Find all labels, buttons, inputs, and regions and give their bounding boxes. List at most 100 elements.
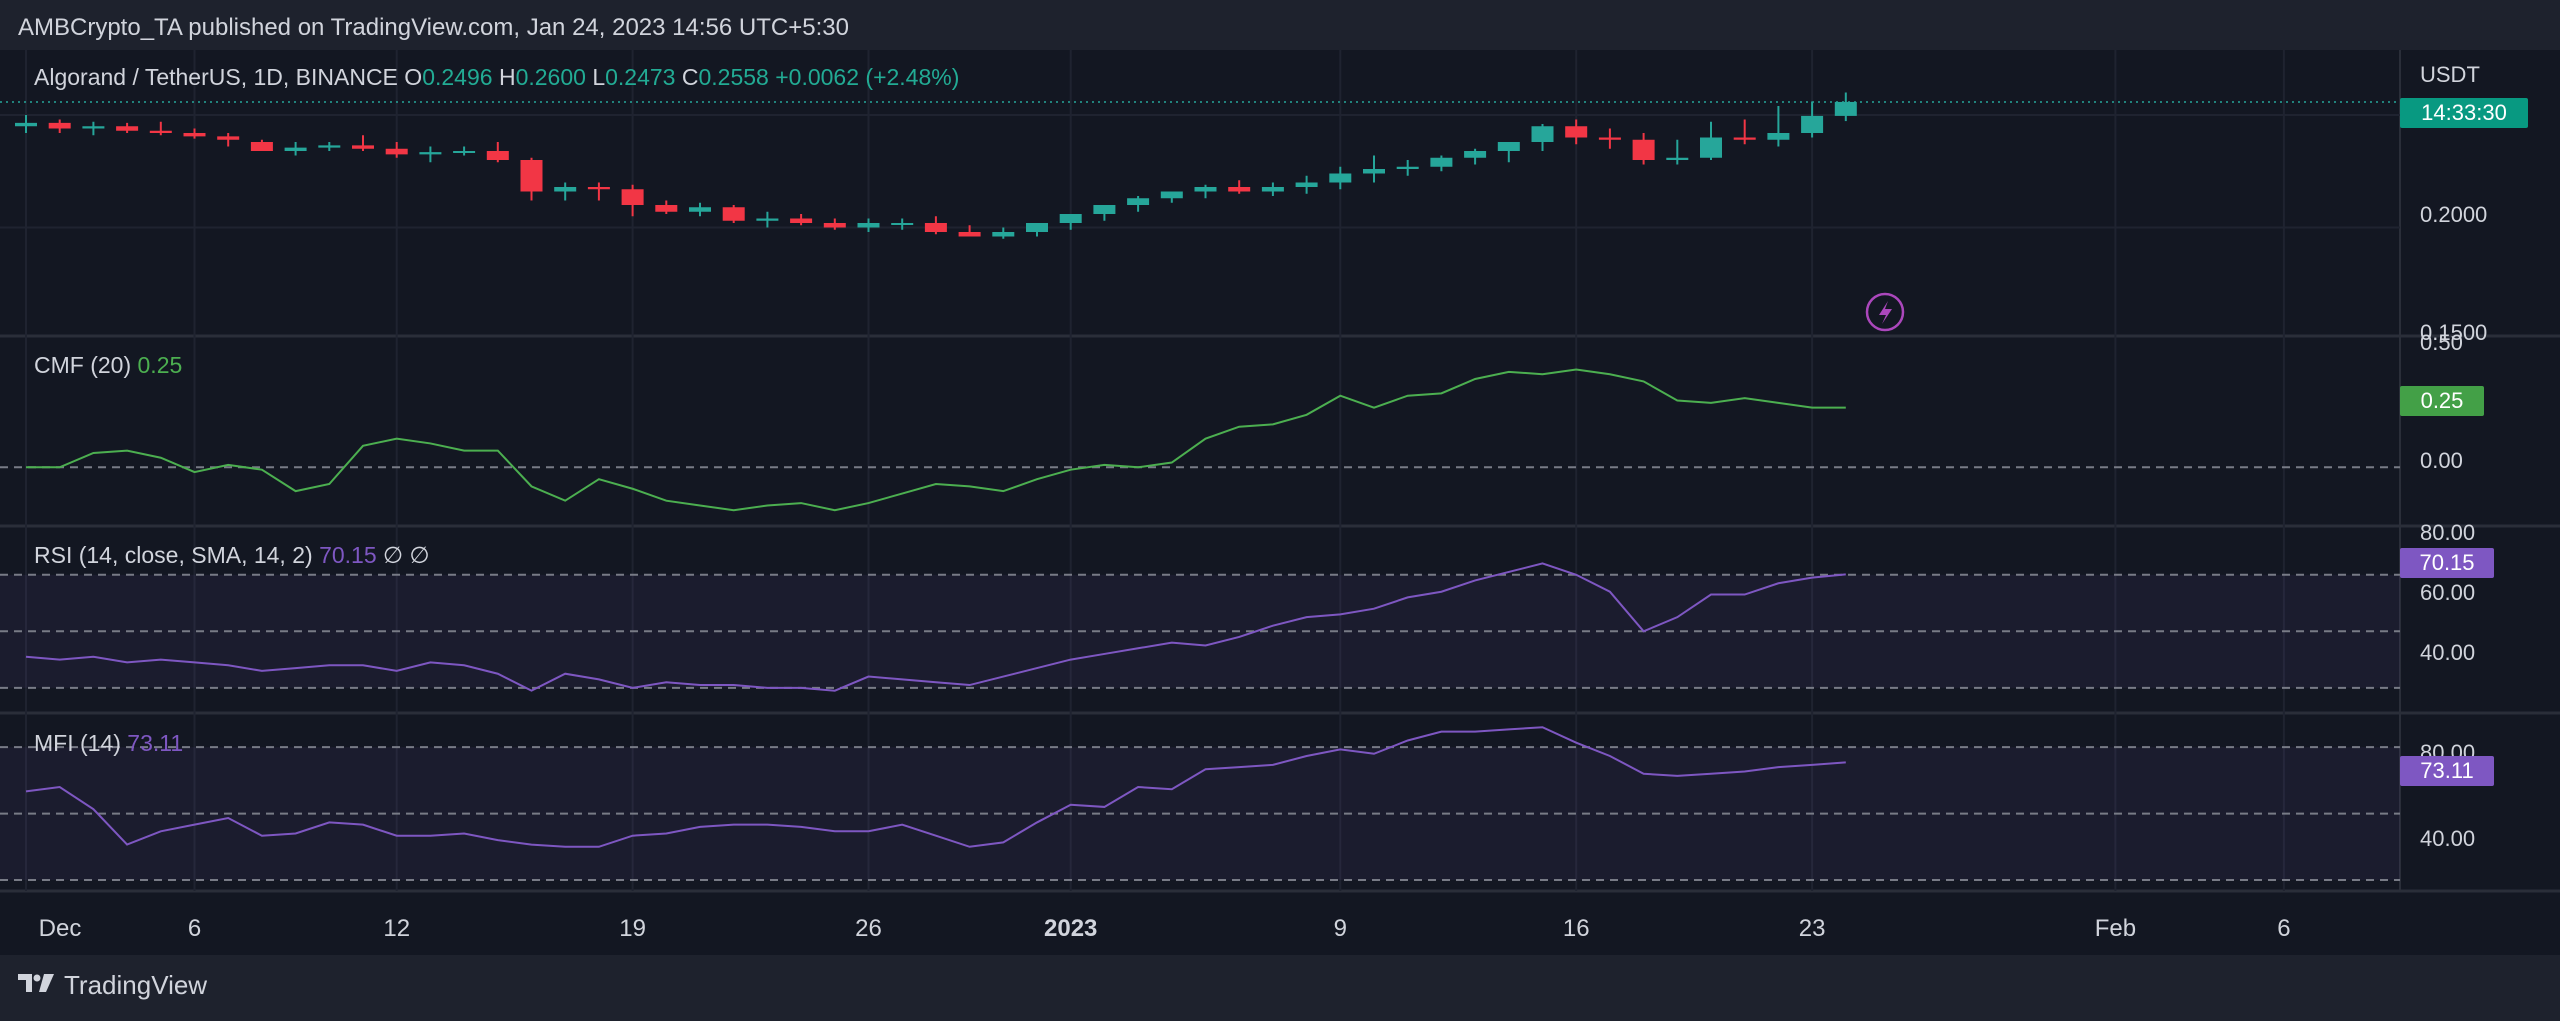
candle-body-30 <box>1026 223 1048 232</box>
xaxis-label-0: Dec <box>39 915 82 942</box>
countdown-badge: 14:33:30 <box>2400 98 2528 128</box>
candle-body-25 <box>857 223 880 228</box>
xaxis-label-7: 16 <box>1563 915 1590 942</box>
candle-body-24 <box>823 223 846 228</box>
candle-body-50 <box>1700 137 1722 158</box>
candle-body-42 <box>1430 157 1453 167</box>
candle-body-45 <box>1531 126 1554 142</box>
mfi-band <box>0 747 2400 880</box>
rsi-value: 70.15 <box>319 542 377 568</box>
low-value: 0.2473 <box>605 64 676 90</box>
candle-body-12 <box>419 152 442 155</box>
candle-body-10 <box>352 145 374 149</box>
mfi-line <box>25 726 1846 848</box>
rsi-line <box>25 562 1846 692</box>
published-caption: AMBCrypto_TA published on TradingView.co… <box>18 14 849 41</box>
xaxis-label-1: 6 <box>188 915 201 942</box>
footer-brand-text: TradingView <box>64 970 208 1000</box>
candle-body-47 <box>1598 137 1621 140</box>
rsi-extra: ∅ ∅ <box>383 542 430 568</box>
chart-area[interactable]: Dec 6 12 19 26 2023 9 16 23 Feb 6 Algorand / Tethe… <box>0 50 2560 955</box>
candle-body-34 <box>1160 191 1183 199</box>
candle-body-4 <box>149 130 172 133</box>
candle-body-5 <box>183 133 206 137</box>
candle-body-1 <box>48 122 71 129</box>
candle-body-0 <box>15 122 37 127</box>
change-value: +0.0062 (+2.48%) <box>775 64 960 90</box>
xaxis-label-9: Feb <box>2095 915 2136 942</box>
candle-body-2 <box>82 126 105 129</box>
candle-body-21 <box>722 207 745 221</box>
candle-body-49 <box>1666 157 1689 160</box>
candle-body-33 <box>1127 198 1150 205</box>
candle-body-14 <box>486 151 509 160</box>
candle-body-48 <box>1632 139 1655 160</box>
candle-body-9 <box>318 145 341 148</box>
candle-body-52 <box>1767 133 1790 140</box>
symbol-title: Algorand / TetherUS, 1D, BINANCE <box>34 64 398 90</box>
ytick-cmf-1: 0.00 <box>2420 448 2463 473</box>
xaxis-label-4: 26 <box>855 915 882 942</box>
main-legend: Algorand / TetherUS, 1D, BINANCE O0.2496… <box>34 64 959 91</box>
low-label: L <box>592 64 606 90</box>
ytick-main-1: 0.1500 <box>2420 320 2488 345</box>
rsi-legend: RSI (14, close, SMA, 14, 2) 70.15 ∅ ∅ <box>34 542 429 569</box>
open-value: 0.2496 <box>422 64 493 90</box>
ytick-rsi-1: 60.00 <box>2420 580 2476 605</box>
xaxis-label-6: 9 <box>1334 915 1347 942</box>
candle-body-32 <box>1093 205 1116 214</box>
cmf-value: 0.25 <box>137 352 183 378</box>
rsi-band <box>0 574 2400 688</box>
lightning-icon <box>1879 301 1892 324</box>
candle-body-15 <box>520 160 543 192</box>
candle-body-16 <box>554 187 577 192</box>
mfi-badge: 73.11 <box>2400 756 2494 786</box>
candle-body-6 <box>217 136 240 140</box>
candle-body-3 <box>116 126 139 131</box>
candle-body-28 <box>958 232 981 237</box>
candle-body-22 <box>756 218 779 221</box>
candle-body-27 <box>924 223 947 232</box>
candle-body-54 <box>1834 101 1857 116</box>
ytick-cmf-0: 0.50 <box>2420 330 2463 355</box>
candle-body-18 <box>621 189 644 205</box>
xaxis-label-3: 19 <box>619 915 646 942</box>
candle-body-31 <box>1059 214 1082 223</box>
candle-body-23 <box>790 218 813 223</box>
candle-body-37 <box>1261 187 1284 192</box>
cmf-badge: 0.25 <box>2400 386 2484 416</box>
xaxis-label-10: 6 <box>2277 915 2290 942</box>
candle-body-53 <box>1801 115 1824 133</box>
candle-body-44 <box>1497 142 1520 151</box>
candle-body-20 <box>689 207 711 212</box>
candle-body-51 <box>1733 137 1756 140</box>
rsi-badge: 70.15 <box>2400 548 2494 578</box>
ytick-rsi-2: 40.00 <box>2420 640 2476 665</box>
candle-body-46 <box>1565 126 1588 138</box>
ytick-mfi-1: 40.00 <box>2420 826 2476 851</box>
candle-body-11 <box>385 148 408 155</box>
candle-body-43 <box>1464 151 1487 158</box>
mfi-label: MFI (14) <box>34 730 121 756</box>
mfi-legend: MFI (14) 73.11 <box>34 730 183 757</box>
chart-svg[interactable]: Dec 6 12 19 26 2023 9 16 23 Feb 6 <box>0 50 2560 955</box>
candle-body-7 <box>250 142 273 151</box>
candle-body-26 <box>891 223 914 225</box>
xaxis-label-2: 12 <box>383 915 410 942</box>
rsi-label: RSI (14, close, SMA, 14, 2) <box>34 542 313 568</box>
currency-label: USDT <box>2420 62 2480 87</box>
candle-body-13 <box>453 151 476 153</box>
high-value: 0.2600 <box>515 64 586 90</box>
cmf-line <box>26 368 1846 512</box>
close-value: 0.2558 <box>698 64 769 90</box>
candle-body-39 <box>1329 173 1352 183</box>
event-circle-icon <box>1865 292 1905 332</box>
ytick-rsi-0: 80.00 <box>2420 520 2476 545</box>
candle-body-41 <box>1396 166 1419 169</box>
cmf-label: CMF (20) <box>34 352 132 378</box>
cmf-legend: CMF (20) 0.25 <box>34 352 182 379</box>
candle-body-8 <box>284 147 307 151</box>
candle-body-38 <box>1295 182 1318 187</box>
candle-body-35 <box>1194 187 1217 192</box>
ytick-main-0: 0.2000 <box>2420 202 2488 227</box>
